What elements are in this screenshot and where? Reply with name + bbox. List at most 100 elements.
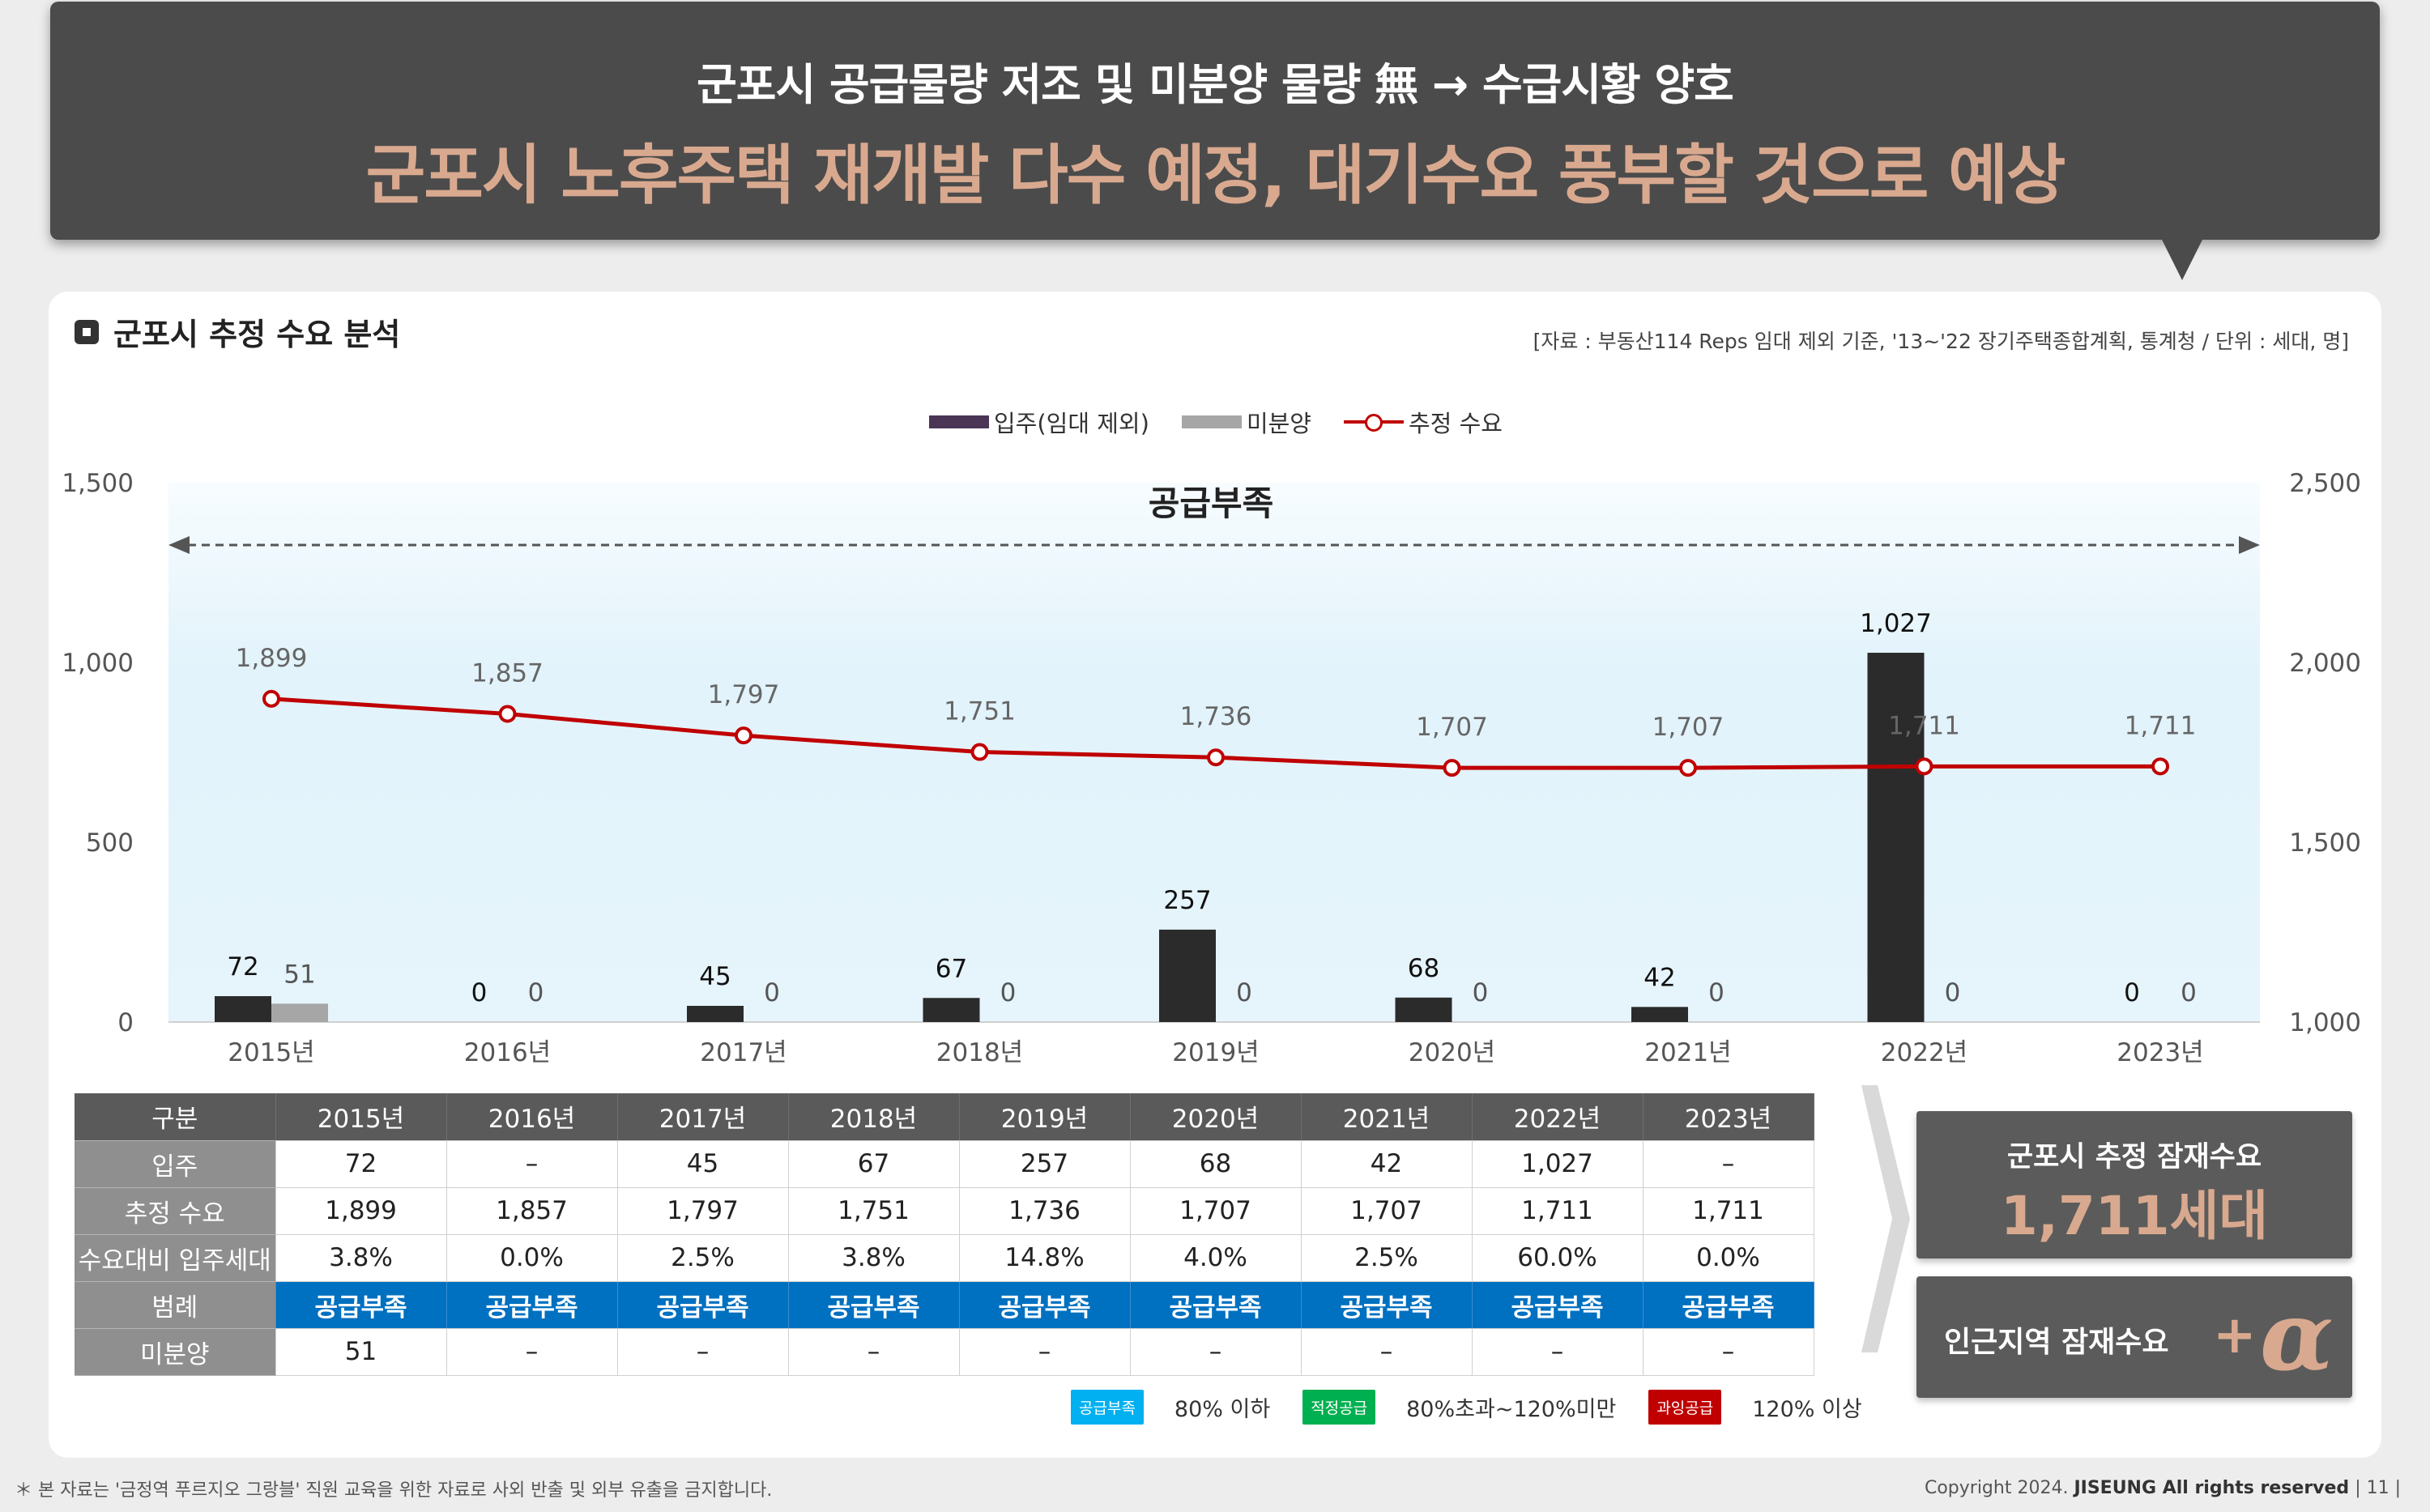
x-axis-tick: 2015년 xyxy=(228,1038,314,1067)
x-axis-tick: 2019년 xyxy=(1172,1038,1259,1067)
table-cell: 45 xyxy=(617,1140,789,1188)
legend-swatch-move-in xyxy=(929,415,989,428)
demand-label: 1,736 xyxy=(1180,702,1252,731)
chart-legend: 입주(임대 제외) 미분양 추정 수요 xyxy=(929,405,1524,439)
table-cell: – xyxy=(1643,1140,1814,1188)
demand-point xyxy=(1443,759,1461,777)
legend-label-demand: 추정 수요 xyxy=(1408,410,1503,437)
table-cell: 42 xyxy=(1301,1140,1473,1188)
shortage-annotation: 공급부족 xyxy=(1149,483,1274,523)
table-cell: 공급부족 xyxy=(1643,1281,1814,1329)
legend-item-demand: 추정 수요 xyxy=(1343,405,1503,439)
potential-demand-value: 1,711세대 xyxy=(2000,1185,2269,1247)
table-cell: 2.5% xyxy=(617,1234,789,1282)
demand-point xyxy=(2151,757,2169,776)
demand-point xyxy=(1915,757,1933,776)
potential-demand-title: 군포시 추정 잠재수요 xyxy=(2006,1141,2262,1173)
table-row: 범례 공급부족 공급부족 공급부족 공급부족 공급부족 공급부족 공급부족 공급부족 공급부족 xyxy=(75,1281,1814,1329)
table-cell: – xyxy=(1130,1328,1302,1376)
table-cell: 14.8% xyxy=(959,1234,1131,1282)
demand-point xyxy=(262,689,280,708)
table-row: 미분양 51– – – – – – – – xyxy=(75,1328,1814,1376)
table-cell: 60.0% xyxy=(1472,1234,1643,1282)
potential-demand-box: 군포시 추정 잠재수요 1,711세대 xyxy=(1916,1111,2352,1259)
footnote: ＊ 본 자료는 '금정역 푸르지오 그랑블' 직원 교육을 위한 자료로 사외 … xyxy=(15,1480,773,1501)
table-cell: 공급부족 xyxy=(1130,1281,1302,1329)
arrow-right-icon xyxy=(2239,536,2260,554)
table-cell: 2.5% xyxy=(1301,1234,1473,1282)
plus-sign: + xyxy=(2213,1305,2257,1365)
chevron-right-icon xyxy=(1861,1085,1910,1352)
table-cell: – xyxy=(446,1140,618,1188)
table-cell: 72 xyxy=(275,1140,447,1188)
demand-point xyxy=(735,726,752,745)
move-in-label: 68 xyxy=(1408,954,1439,983)
headline-line-1: 군포시 공급물량 저조 및 미분양 물량 無 → 수급시황 양호 xyxy=(697,59,1734,110)
table-cell: 공급부족 xyxy=(275,1281,447,1329)
table-cell: 공급부족 xyxy=(446,1281,618,1329)
legend-swatch-unsold xyxy=(1181,415,1242,428)
table-cell: 1,899 xyxy=(275,1187,447,1235)
table-row-label: 추정 수요 xyxy=(75,1187,276,1235)
demand-point xyxy=(1207,748,1225,767)
unsold-label: 0 xyxy=(1473,978,1489,1007)
table-row-label: 입주 xyxy=(75,1140,276,1188)
table-cell: 0.0% xyxy=(1643,1234,1814,1282)
nearby-demand-title: 인근지역 잠재수요 xyxy=(1944,1326,2169,1359)
table-cell: 51 xyxy=(275,1328,447,1376)
move-in-label: 45 xyxy=(699,962,731,991)
unsold-label: 0 xyxy=(1000,978,1017,1007)
table-cell: 0.0% xyxy=(446,1234,618,1282)
table-row: 입주 72–45 67 257 68 42 1,027– xyxy=(75,1140,1814,1188)
table-row-label: 범례 xyxy=(75,1281,276,1329)
table-cell: – xyxy=(1301,1328,1473,1376)
page-number: | 11 | xyxy=(2355,1478,2401,1498)
table-cell: – xyxy=(446,1328,618,1376)
status-range-text: 80%초과~120%미만 xyxy=(1406,1397,1617,1422)
move-in-label: 42 xyxy=(1643,963,1675,992)
status-chip: 적정공급 xyxy=(1302,1390,1376,1425)
right-axis-tick: 1,500 xyxy=(2289,828,2361,858)
table-header-year: 2016년 xyxy=(446,1093,618,1141)
table-header-label: 구분 xyxy=(75,1093,276,1141)
legend-label-unsold: 미분양 xyxy=(1246,410,1311,437)
table-cell: 1,711 xyxy=(1643,1187,1814,1235)
table-cell: – xyxy=(1643,1328,1814,1376)
move-in-bar xyxy=(1867,653,1925,1022)
unsold-label: 0 xyxy=(764,978,780,1007)
x-axis-tick: 2017년 xyxy=(700,1038,787,1067)
right-axis-tick: 2,000 xyxy=(2289,649,2361,678)
table-header-year: 2020년 xyxy=(1130,1093,1302,1141)
move-in-label: 0 xyxy=(471,978,488,1007)
demand-label: 1,707 xyxy=(1416,713,1488,742)
x-axis-tick: 2021년 xyxy=(1644,1038,1731,1067)
left-axis-tick: 0 xyxy=(117,1008,134,1037)
data-table: 구분 2015년 2016년 2017년 2018년 2019년 2020년 2021년 202… xyxy=(75,1093,1814,1376)
demand-label: 1,707 xyxy=(1652,713,1724,742)
move-in-label: 72 xyxy=(227,952,258,982)
table-cell: 1,707 xyxy=(1130,1187,1302,1235)
unsold-label: 0 xyxy=(1708,978,1724,1007)
table-row: 추정 수요 1,899 1,857 1,797 1,751 1,736 1,707 1,707… xyxy=(75,1187,1814,1235)
copyright: Copyright 2024. JISEUNG All rights reser… xyxy=(1925,1478,2401,1498)
unsold-bar xyxy=(271,1003,328,1022)
table-cell: 1,857 xyxy=(446,1187,618,1235)
table-cell: 3.8% xyxy=(275,1234,447,1282)
arrow-left-icon xyxy=(168,536,190,554)
move-in-label: 257 xyxy=(1163,886,1211,915)
headline-banner: 군포시 공급물량 저조 및 미분양 물량 無 → 수급시황 양호 군포시 노후주… xyxy=(50,2,2380,240)
demand-label: 1,751 xyxy=(944,697,1016,726)
x-axis-tick: 2020년 xyxy=(1409,1038,1495,1067)
status-chip: 과잉공급 xyxy=(1648,1390,1722,1425)
left-axis-tick: 500 xyxy=(86,828,134,858)
analysis-card: 군포시 추정 수요 분석 [자료 : 부동산114 Reps 임대 제외 기준,… xyxy=(49,292,2381,1458)
left-axis-tick: 1,500 xyxy=(62,469,134,498)
demand-point xyxy=(1679,759,1697,777)
copyright-prefix: Copyright 2024. xyxy=(1924,1478,2069,1498)
square-bullet-icon xyxy=(75,319,99,344)
move-in-label: 0 xyxy=(2124,978,2140,1007)
table-cell: 공급부족 xyxy=(959,1281,1131,1329)
table-header-row: 구분 2015년 2016년 2017년 2018년 2019년 2020년 2021년 202… xyxy=(75,1093,1814,1141)
table-cell: 공급부족 xyxy=(1301,1281,1473,1329)
move-in-label: 1,027 xyxy=(1860,609,1932,638)
